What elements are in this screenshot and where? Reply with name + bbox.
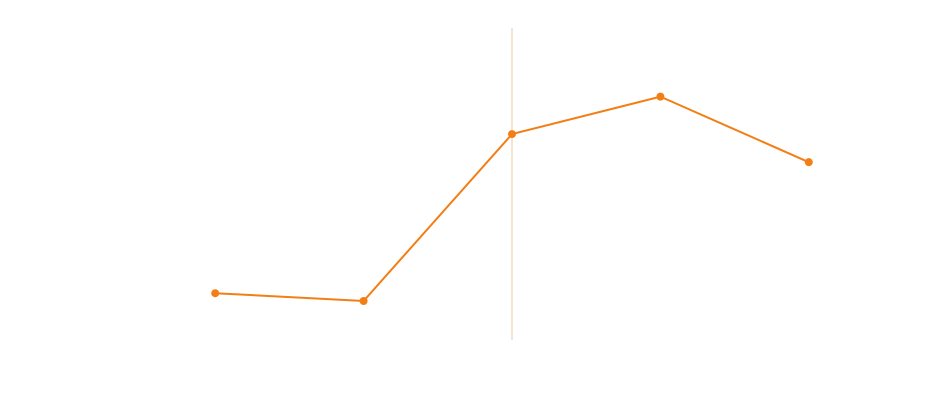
- point: [359, 297, 368, 305]
- point: [804, 158, 813, 167]
- point: [656, 92, 665, 101]
- point: [508, 130, 516, 139]
- point: [211, 289, 220, 298]
